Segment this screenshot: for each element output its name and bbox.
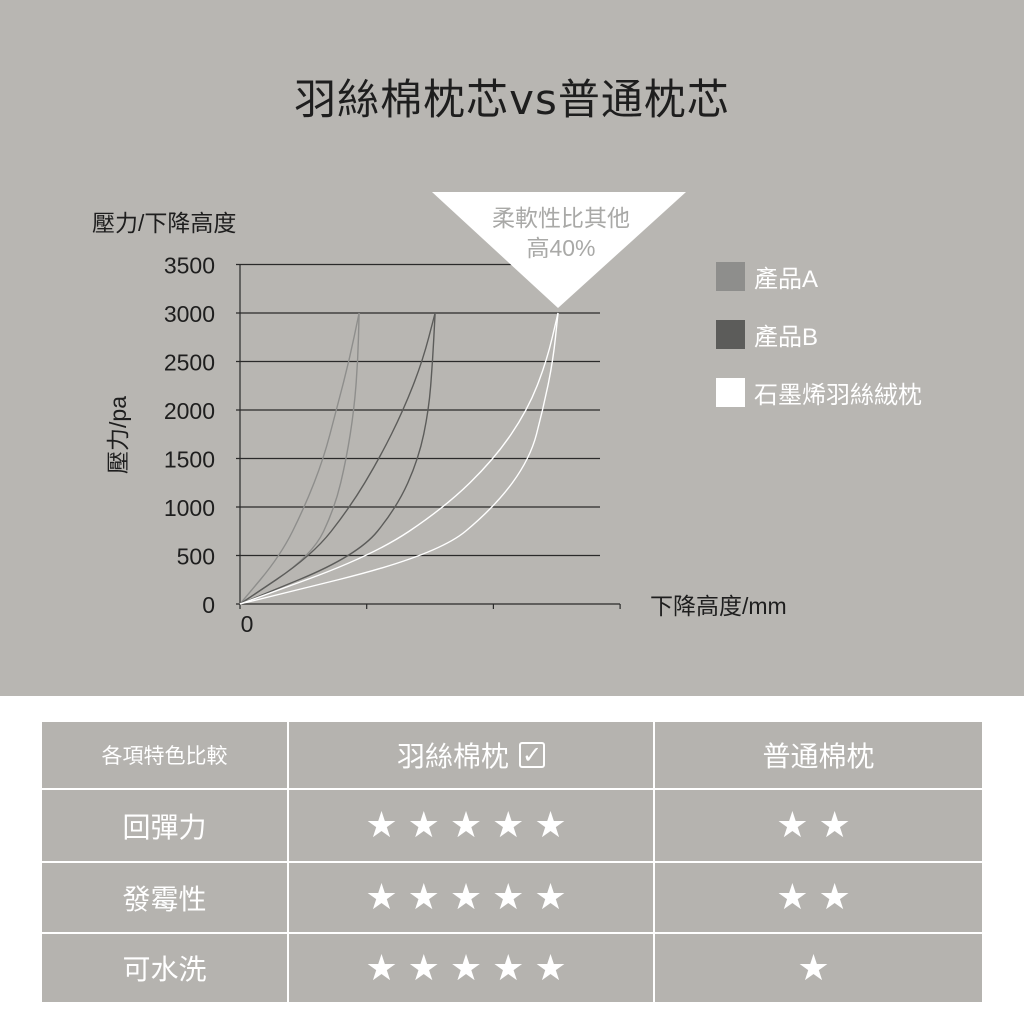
series-curve-3-1 xyxy=(239,312,559,605)
checkbox-checked-icon: ✓ xyxy=(519,742,545,768)
callout-triangle xyxy=(432,192,686,308)
legend-label: 產品B xyxy=(754,324,818,351)
chart-title: 壓力/下降高度 xyxy=(92,210,236,236)
legend-swatch xyxy=(716,320,745,349)
row-label: 可水洗 xyxy=(42,934,289,1002)
row-label: 發霉性 xyxy=(42,863,289,934)
y-tick-label: 0 xyxy=(202,592,215,618)
header-normal: 普通棉枕 xyxy=(655,722,982,790)
star-rating-b: ★★ xyxy=(655,790,982,863)
y-tick-label: 1000 xyxy=(164,495,215,521)
series-curve-2-1 xyxy=(239,312,436,605)
callout-line2: 高40% xyxy=(526,235,595,261)
header-product-label: 羽絲棉枕 xyxy=(396,740,509,773)
star-rating-a: ★★★★★ xyxy=(289,863,655,934)
series-curve-3-2 xyxy=(239,312,559,605)
row-label: 回彈力 xyxy=(42,790,289,863)
legend-swatch xyxy=(716,378,745,407)
x-axis-label: 下降高度/mm xyxy=(650,593,787,619)
callout-line1: 柔軟性比其他 xyxy=(492,205,630,231)
chart-panel xyxy=(0,0,1024,696)
header-product: 羽絲棉枕 ✓ xyxy=(289,722,655,790)
legend-swatch xyxy=(716,262,745,291)
page-title: 羽絲棉枕芯vs普通枕芯 xyxy=(294,75,730,124)
y-tick-label: 3500 xyxy=(164,253,215,279)
y-axis-label: 壓力/pa xyxy=(105,396,131,474)
comparison-table: 各項特色比較 羽絲棉枕 ✓ 普通棉枕 回彈力 ★★★★★ ★★ 發霉性 ★★★★★ ★★ 可水… xyxy=(42,722,982,1002)
series-curve-1-1 xyxy=(239,312,360,605)
star-rating-a: ★★★★★ xyxy=(289,790,655,863)
y-tick-label: 1500 xyxy=(164,447,215,473)
y-tick-label: 2000 xyxy=(164,398,215,424)
star-rating-b: ★★ xyxy=(655,863,982,934)
x-tick-label: 0 xyxy=(241,611,254,637)
y-tick-label: 500 xyxy=(177,544,215,570)
header-feature: 各項特色比較 xyxy=(42,722,289,790)
series-curve-2-2 xyxy=(239,312,436,605)
y-tick-label: 3000 xyxy=(164,301,215,327)
legend-label: 石墨烯羽絲絨枕 xyxy=(754,382,922,409)
pressure-chart: 壓力/下降高度 壓力/pa 下降高度/mm 0 500 1000 1500 2000 25… xyxy=(92,192,922,637)
star-rating-b: ★ xyxy=(797,947,840,989)
star-rating-a: ★★★★★ xyxy=(289,934,655,1002)
y-tick-label: 2500 xyxy=(164,350,215,376)
legend-label: 產品A xyxy=(754,266,818,293)
